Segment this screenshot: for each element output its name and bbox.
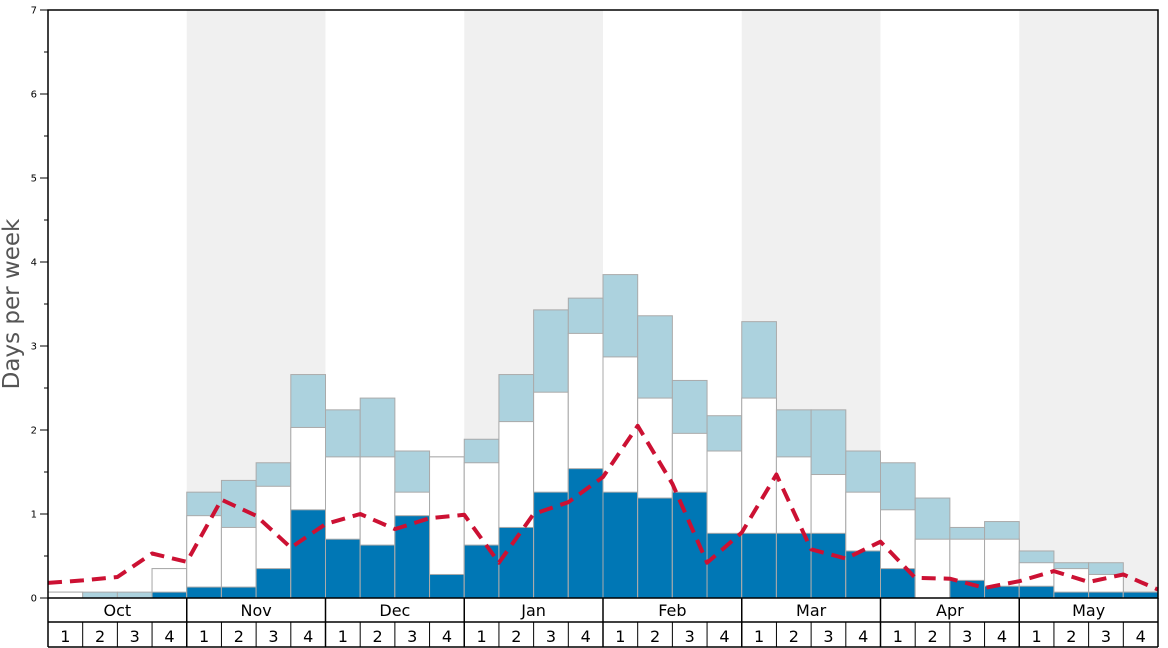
month-label: Feb [658,601,686,620]
week-label: 1 [893,627,903,646]
trend-line [47,423,1159,592]
week-label: 1 [1032,627,1042,646]
bar [1018,585,1055,599]
y-tick-label: 4 [31,258,37,269]
bar [810,532,847,599]
month-label: Apr [936,601,964,620]
week-label: 3 [685,627,695,646]
bar [151,591,188,599]
y-tick-label: 0 [31,594,37,605]
month-band [1019,10,1158,598]
bar [775,532,812,599]
y-tick-label: 1 [31,510,37,521]
bar [1122,591,1159,599]
week-label: 1 [199,627,209,646]
bar [220,526,257,599]
week-label: 4 [719,627,729,646]
week-label: 2 [927,627,937,646]
week-label: 4 [442,627,452,646]
week-label: 2 [511,627,521,646]
week-label: 2 [1066,627,1076,646]
month-label: Jan [520,601,546,620]
bar [637,497,673,599]
bar [255,568,292,599]
week-label: 2 [372,627,382,646]
week-label: 1 [754,627,764,646]
week-label: 1 [338,627,348,646]
bar [116,591,153,599]
month-label: Mar [796,601,827,620]
bar [741,532,777,599]
bar [186,586,222,599]
week-label: 2 [650,627,660,646]
bar [671,491,708,599]
week-label: 3 [1101,627,1111,646]
trend-line-path [47,423,1159,592]
y-tick-label: 3 [31,342,37,353]
bar [325,538,361,599]
week-label: 2 [789,627,799,646]
week-label: 2 [234,627,244,646]
week-label: 4 [164,627,174,646]
month-label: Nov [241,601,272,620]
week-label: 3 [268,627,278,646]
bar [1088,591,1124,599]
bar [845,550,881,599]
week-label: 4 [303,627,313,646]
week-label: 2 [95,627,105,646]
week-label: 4 [1136,627,1146,646]
axes: 0 1 2 3 4 5 6 7 Oct Nov Dec Jan Feb Mar Apr May 1 2 3 4 1 2 3 4… [31,6,1159,648]
week-label: 1 [60,627,70,646]
week-label: 3 [130,627,140,646]
bars [47,274,1159,599]
month-label: Oct [104,601,132,620]
month-label: May [1072,601,1105,620]
week-label: 3 [962,627,972,646]
week-label: 3 [546,627,556,646]
bar [1053,591,1090,599]
bar [82,591,118,599]
week-label: 1 [615,627,625,646]
bar [359,544,396,599]
y-tick-label: 5 [31,174,37,185]
bar [47,591,84,599]
y-axis-label: Days per week [0,218,25,389]
week-label: 4 [858,627,868,646]
week-label: 4 [997,627,1007,646]
y-tick-label: 7 [31,6,37,17]
bar [706,532,743,599]
y-tick-label: 6 [31,90,37,101]
bar [220,586,257,599]
week-label: 3 [823,627,833,646]
bar [290,509,326,599]
week-label: 4 [581,627,591,646]
week-label: 3 [407,627,417,646]
bar [602,491,639,599]
bar [914,538,951,599]
bar [394,515,431,599]
month-label: Dec [379,601,410,620]
y-tick-label: 2 [31,426,37,437]
bar [429,573,465,599]
week-label: 1 [477,627,487,646]
